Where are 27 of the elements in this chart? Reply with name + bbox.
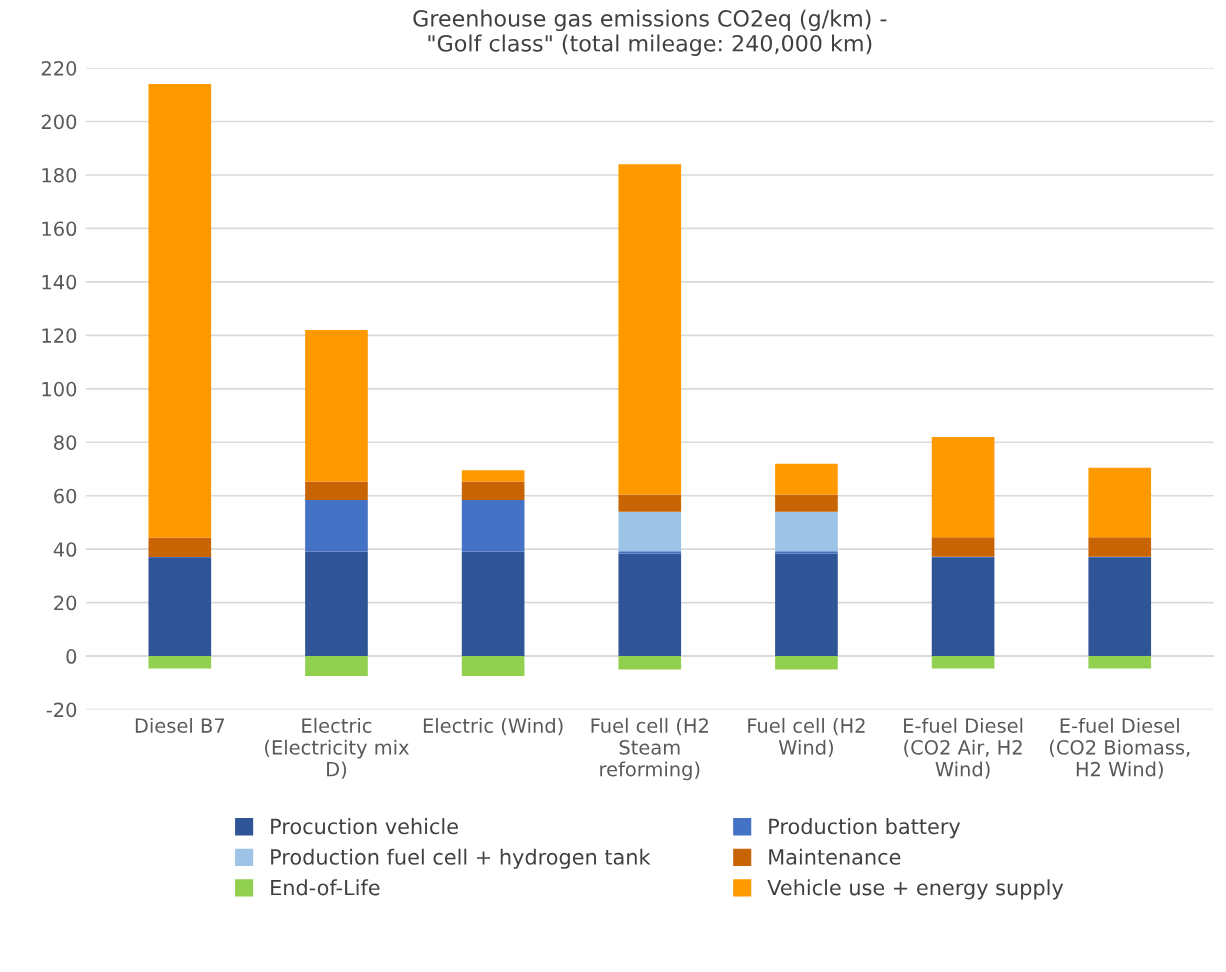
- x-tick-label: Electric (Electricity mix D): [265, 717, 409, 779]
- chart-title: Greenhouse gas emissions CO2eq (g/km) - "Golf class" (total mileage: 240,000 km): [413, 9, 887, 56]
- legend-label: Production battery: [769, 818, 961, 839]
- x-tick-label: Diesel B7: [135, 717, 225, 733]
- legend-label: End-of-Life: [271, 879, 380, 896]
- legend-label: Vehicle use + energy supply: [767, 879, 1064, 900]
- y-tick-label: 0: [66, 649, 77, 664]
- y-tick-label: 220: [41, 61, 77, 76]
- y-tick-label: 60: [54, 488, 77, 504]
- y-tick-label: -20: [46, 702, 77, 718]
- x-tick-label: Fuel cell (H2 Steam reforming): [591, 717, 708, 781]
- y-tick-label: 160: [42, 221, 77, 237]
- x-tick-label: E-fuel Diesel (CO2 Air, H2 Wind): [904, 717, 1023, 779]
- x-tick-label: Electric (Wind): [423, 717, 563, 736]
- y-tick-label: 180: [42, 167, 77, 183]
- x-tick-label: Fuel cell (H2 Wind): [748, 717, 865, 758]
- y-tick-label: 100: [42, 381, 77, 397]
- y-tick-label: 40: [53, 542, 77, 557]
- legend-label: Procuction vehicle: [271, 818, 458, 835]
- y-tick-label: 140: [42, 274, 77, 290]
- y-tick-label: 80: [54, 435, 77, 450]
- y-tick-label: 200: [41, 114, 77, 130]
- legend-label: Production fuel cell + hydrogen tank: [271, 848, 651, 869]
- legend-label: Maintenance: [769, 848, 901, 865]
- y-tick-label: 20: [54, 595, 77, 611]
- x-tick-label: E-fuel Diesel (CO2 Biomass, H2 Wind): [1049, 717, 1190, 779]
- y-tick-label: 120: [42, 328, 77, 343]
